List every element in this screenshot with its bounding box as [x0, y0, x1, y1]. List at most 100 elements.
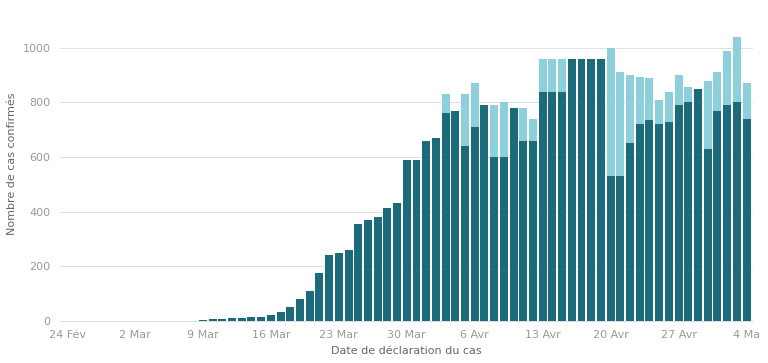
Bar: [393, 203, 401, 321]
Bar: [461, 146, 469, 321]
Bar: [461, 94, 469, 321]
Bar: [655, 124, 663, 321]
Bar: [694, 89, 702, 321]
Bar: [383, 208, 392, 321]
Bar: [626, 75, 634, 321]
Bar: [238, 318, 246, 321]
Bar: [238, 318, 246, 321]
Bar: [597, 59, 605, 321]
Bar: [199, 320, 207, 321]
Bar: [490, 105, 498, 321]
Bar: [626, 143, 634, 321]
Bar: [228, 318, 236, 321]
Bar: [694, 89, 702, 321]
Bar: [374, 217, 382, 321]
Bar: [335, 253, 343, 321]
Bar: [743, 83, 750, 321]
Bar: [383, 208, 392, 321]
Bar: [286, 307, 294, 321]
Bar: [354, 224, 362, 321]
Bar: [636, 77, 644, 321]
Bar: [412, 160, 420, 321]
Bar: [568, 59, 576, 321]
Bar: [548, 59, 556, 321]
Bar: [247, 317, 256, 321]
Bar: [636, 124, 644, 321]
Bar: [674, 105, 683, 321]
Bar: [588, 59, 595, 321]
Bar: [276, 312, 285, 321]
Bar: [247, 317, 256, 321]
Bar: [607, 48, 614, 321]
Bar: [422, 141, 430, 321]
Bar: [529, 119, 537, 321]
Bar: [723, 105, 731, 321]
Bar: [199, 320, 207, 321]
Bar: [558, 91, 566, 321]
Bar: [316, 273, 323, 321]
Bar: [432, 138, 440, 321]
Bar: [471, 83, 478, 321]
Bar: [510, 108, 518, 321]
Bar: [588, 59, 595, 321]
Bar: [325, 255, 333, 321]
Bar: [723, 50, 731, 321]
Bar: [286, 307, 294, 321]
Bar: [325, 255, 333, 321]
Bar: [500, 157, 508, 321]
Bar: [267, 315, 275, 321]
Bar: [645, 120, 654, 321]
Bar: [306, 291, 313, 321]
Bar: [335, 253, 343, 321]
Bar: [316, 273, 323, 321]
Bar: [412, 160, 420, 321]
Bar: [510, 108, 518, 321]
Bar: [471, 127, 478, 321]
Bar: [645, 78, 654, 321]
Bar: [257, 317, 265, 321]
Bar: [402, 160, 411, 321]
Bar: [481, 105, 488, 321]
Bar: [402, 160, 411, 321]
Bar: [607, 176, 614, 321]
X-axis label: Date de déclaration du cas: Date de déclaration du cas: [332, 346, 482, 356]
Bar: [500, 102, 508, 321]
Bar: [296, 299, 304, 321]
Bar: [490, 157, 498, 321]
Bar: [617, 73, 624, 321]
Bar: [442, 94, 449, 321]
Bar: [733, 102, 741, 321]
Bar: [713, 111, 721, 321]
Bar: [364, 220, 372, 321]
Bar: [597, 59, 605, 321]
Bar: [529, 141, 537, 321]
Bar: [684, 87, 692, 321]
Bar: [519, 141, 528, 321]
Bar: [452, 111, 459, 321]
Bar: [538, 91, 547, 321]
Bar: [519, 108, 528, 321]
Bar: [617, 176, 624, 321]
Bar: [703, 81, 712, 321]
Bar: [578, 59, 585, 321]
Bar: [442, 113, 449, 321]
Bar: [218, 319, 227, 321]
Bar: [703, 149, 712, 321]
Bar: [733, 37, 741, 321]
Bar: [374, 217, 382, 321]
Bar: [743, 119, 750, 321]
Bar: [674, 75, 683, 321]
Bar: [684, 102, 692, 321]
Bar: [306, 291, 313, 321]
Bar: [422, 141, 430, 321]
Bar: [209, 319, 217, 321]
Bar: [209, 319, 217, 321]
Bar: [665, 91, 673, 321]
Bar: [481, 105, 488, 321]
Bar: [228, 318, 236, 321]
Bar: [713, 73, 721, 321]
Bar: [296, 299, 304, 321]
Bar: [267, 315, 275, 321]
Bar: [345, 250, 353, 321]
Bar: [218, 319, 227, 321]
